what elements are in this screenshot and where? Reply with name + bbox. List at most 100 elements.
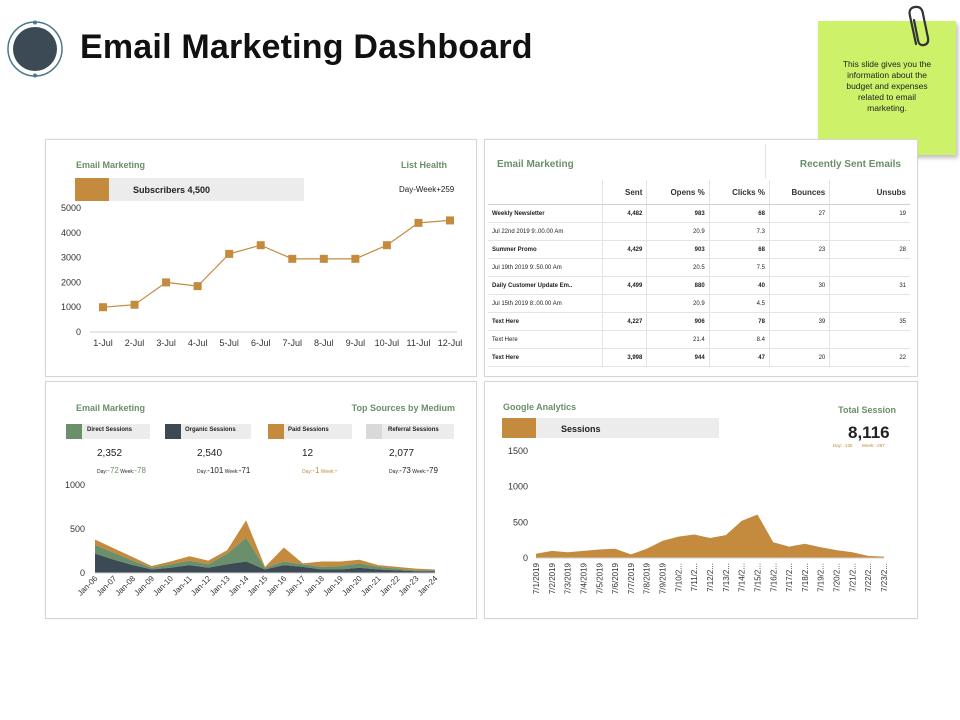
table-cell — [829, 330, 910, 349]
y-tick-label: 3000 — [61, 253, 81, 263]
table-cell: 19 — [829, 204, 910, 223]
x-tick-label: 7/12/2... — [706, 563, 715, 592]
table-cell — [829, 294, 910, 313]
list-health-line-chart: 0 1000 2000 3000 4000 5000 1-Jul 2-Jul 3-Jul 4-Ju… — [61, 203, 463, 348]
column-header-opens: Opens % — [646, 180, 710, 205]
legend-referral-swatch — [366, 424, 382, 439]
column-header-sent: Sent — [602, 180, 648, 205]
stat-week-value: -71 — [238, 466, 251, 475]
x-tick-label: 7/23/2... — [880, 563, 889, 592]
sessions-area — [536, 514, 884, 558]
table-cell: 22 — [829, 348, 910, 367]
x-tick-label: 7/19/2... — [817, 563, 826, 592]
table-cell: Text Here — [488, 312, 604, 331]
total-session-change: Day: -136 Week: -287 — [833, 443, 885, 449]
table-cell: Summer Promo — [488, 240, 604, 259]
stat-week-label: Week: — [224, 469, 239, 475]
analytics-day-label: Day: — [833, 443, 843, 448]
stat-week-value: -79 — [426, 466, 438, 475]
legend-referral — [366, 424, 454, 439]
data-point — [162, 278, 171, 287]
y-tick-label: 1000 — [61, 302, 81, 312]
x-tick-label: 2-Jul — [125, 338, 145, 348]
x-tick-label: 7/8/2019 — [643, 562, 652, 594]
list-health-left-label: Email Marketing — [76, 160, 146, 170]
stat-day-value: -101 — [207, 466, 224, 475]
table-cell: 7.3 — [709, 222, 770, 241]
top-sources-area-chart: 05001000Jan-06Jan-07Jan-08Jan-09Jan-10Ja… — [65, 480, 440, 598]
x-tick-label: 7/1/2019 — [532, 562, 541, 594]
data-point — [414, 218, 423, 227]
table-row[interactable]: Jul 19th 2019 9:.50.00 Am 20.5 7.5 — [488, 258, 910, 277]
x-tick-label: 7/10/2... — [674, 563, 683, 592]
table-cell: 20.5 — [646, 258, 710, 277]
table-row[interactable]: Text Here 3,998 944 47 20 22 — [488, 348, 910, 367]
table-row[interactable]: Text Here 4,227 906 78 39 35 — [488, 312, 910, 331]
subscribers-line — [102, 219, 451, 308]
legend-organic — [165, 424, 251, 439]
table-row[interactable]: Summer Promo 4,429 903 68 23 28 — [488, 240, 910, 259]
x-tick-label: 10-Jul — [375, 338, 400, 348]
x-tick-label: 7/5/2019 — [595, 562, 604, 594]
table-header-row: Sent Opens % Clicks % Bounces Unsubs — [488, 180, 910, 205]
x-tick-label: Jan-24 — [416, 574, 440, 598]
table-cell: 3,998 — [602, 348, 648, 367]
table-row[interactable]: Jul 15th 2019 8:.00.00 Am 20.9 4.5 — [488, 294, 910, 313]
y-tick-label: 4000 — [61, 228, 81, 238]
table-cell: 30 — [769, 276, 831, 295]
area-series-direct-sessions — [95, 537, 435, 572]
x-tick-label: 9-Jul — [346, 338, 366, 348]
table-cell — [602, 222, 648, 241]
header-divider — [765, 144, 766, 178]
legend-paid-swatch — [268, 424, 284, 439]
paid-sessions-value: 12 — [302, 448, 314, 459]
x-tick-label: 7/22/2... — [864, 563, 873, 592]
top-sources-right-label: Top Sources by Medium — [351, 403, 455, 413]
table-cell: 7.5 — [709, 258, 770, 277]
data-point — [225, 249, 234, 258]
x-tick-label: 7/17/2... — [785, 563, 794, 592]
y-tick-label: 2000 — [61, 277, 81, 287]
data-point — [382, 241, 391, 250]
table-row[interactable]: Daily Customer Update Em.. 4,499 880 40 … — [488, 276, 910, 295]
area-series-organic-sessions — [95, 553, 435, 573]
x-tick-label: Jan-10 — [151, 574, 175, 598]
table-cell: 8.4 — [709, 330, 770, 349]
y-tick-label: 500 — [70, 524, 85, 534]
y-tick-label: 1000 — [508, 482, 528, 492]
subscribers-bar — [75, 178, 304, 201]
table-cell: 68 — [709, 240, 770, 259]
area-series-paid-sessions — [95, 520, 435, 571]
table-cell: Jul 22nd 2019 9:.00.00 Am — [488, 222, 604, 241]
y-tick-label: 500 — [513, 517, 528, 527]
day-week-text: Day-Week+259 — [399, 185, 455, 194]
table-cell: 23 — [769, 240, 831, 259]
table-row[interactable]: Text Here 21.4 8.4 — [488, 330, 910, 349]
table-row[interactable]: Weekly Newsletter 4,482 983 68 27 19 — [488, 204, 910, 223]
y-tick-label: 1000 — [65, 480, 85, 490]
paperclip-icon — [908, 5, 930, 47]
table-cell: 903 — [646, 240, 710, 259]
table-cell: Jul 15th 2019 8:.00.00 Am — [488, 294, 604, 313]
table-cell — [829, 258, 910, 277]
table-cell: 944 — [646, 348, 710, 367]
y-tick-label: 1500 — [508, 446, 528, 456]
x-tick-label: 7/16/2... — [769, 563, 778, 592]
table-cell: 35 — [829, 312, 910, 331]
recent-emails-left-label: Email Marketing — [497, 159, 574, 170]
y-tick-label: 0 — [80, 568, 85, 578]
table-cell: Weekly Newsletter — [488, 204, 604, 223]
x-tick-label: 12-Jul — [438, 338, 463, 348]
table-cell: Text Here — [488, 348, 604, 367]
x-tick-label: 7/7/2019 — [627, 562, 636, 594]
google-analytics-area-chart: 0 500 1000 1500 7/1/2019 7/2/2019 7/3/2019 7/4/… — [508, 446, 889, 594]
table-cell: 4,499 — [602, 276, 648, 295]
table-cell: 983 — [646, 204, 710, 223]
x-tick-label: 7/6/2019 — [611, 562, 620, 594]
column-header-name — [488, 180, 604, 205]
table-cell: 21.4 — [646, 330, 710, 349]
stat-day-value: -1 — [312, 466, 320, 475]
data-point — [351, 254, 360, 263]
column-header-clicks: Clicks % — [709, 180, 770, 205]
table-row[interactable]: Jul 22nd 2019 9:.00.00 Am 20.9 7.3 — [488, 222, 910, 241]
